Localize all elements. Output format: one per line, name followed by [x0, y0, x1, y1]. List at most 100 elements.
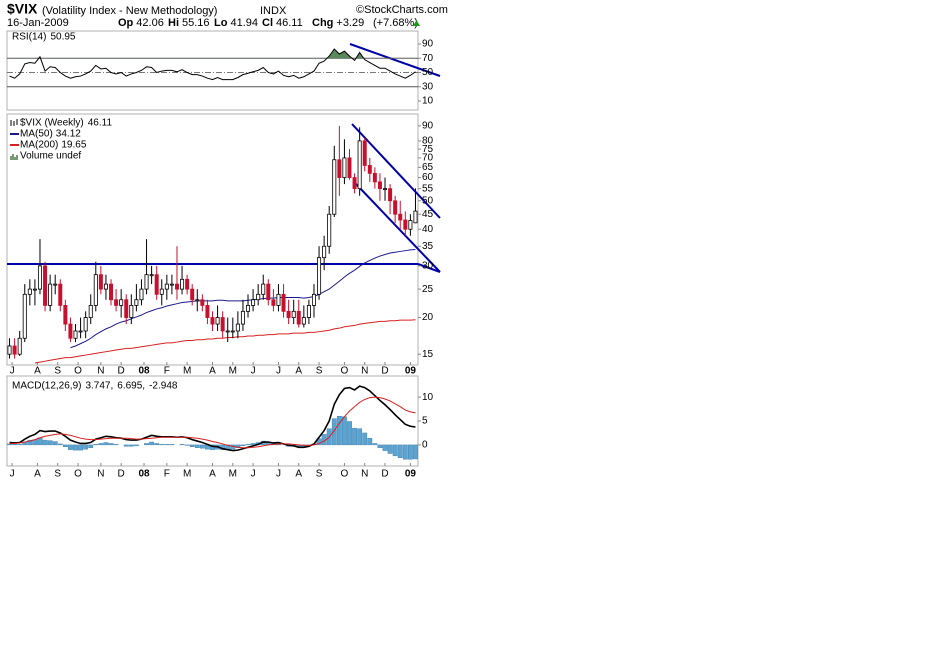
histogram-bar	[149, 441, 155, 446]
x-tick-label: A	[295, 469, 302, 480]
histogram-bar	[336, 416, 342, 446]
histogram-bar	[407, 444, 413, 460]
histogram-bar	[98, 443, 104, 446]
x-tick-label: M	[183, 469, 191, 480]
x-tick-label: O	[341, 366, 349, 377]
candle-body	[347, 157, 352, 178]
candle-body	[271, 299, 276, 306]
legend-icon	[10, 154, 18, 160]
x-tick-label: F	[164, 366, 170, 377]
histogram-bar	[47, 440, 53, 446]
macd-value: 3.747,	[85, 381, 113, 392]
quote-label: Op	[118, 17, 134, 29]
candle-body	[134, 299, 139, 306]
candle-body	[154, 274, 159, 295]
x-tick-label: A	[209, 366, 216, 377]
macd-value: -2.948	[149, 381, 178, 392]
candle-body	[377, 181, 382, 190]
histogram-bar	[413, 444, 418, 460]
histogram-bar	[57, 443, 63, 446]
histogram-bar	[402, 444, 408, 460]
candle-body	[276, 293, 281, 306]
x-tick-label: J	[276, 366, 281, 377]
x-tick-label: D	[381, 366, 388, 377]
macd-line	[9, 396, 416, 449]
y-tick-label: 80	[422, 136, 434, 147]
y-tick-label: 75	[422, 144, 434, 155]
histogram-bar	[392, 444, 398, 457]
candle-body	[342, 157, 347, 178]
legend-label: MA(200)	[20, 140, 58, 151]
candle-body	[306, 305, 311, 318]
y-tick-label: 25	[422, 284, 434, 295]
histogram-bar	[27, 439, 33, 446]
y-tick-label: 35	[422, 241, 434, 252]
x-tick-label: A	[34, 469, 41, 480]
y-tick-label: 90	[422, 121, 434, 132]
candle-body	[190, 288, 195, 301]
x-tick-label: M	[229, 469, 237, 480]
x-tick-label: A	[209, 469, 216, 480]
histogram-bar	[103, 442, 109, 446]
x-tick-label: O	[341, 469, 349, 480]
histogram-bar	[250, 443, 256, 446]
candle-body	[17, 337, 22, 355]
macd-line	[9, 385, 416, 452]
overbought-area	[9, 48, 416, 59]
histogram-bar	[78, 444, 83, 451]
candle-body	[139, 288, 144, 301]
x-tick-label: D	[118, 366, 125, 377]
y-tick-label: 0	[422, 440, 428, 451]
histogram-bar	[83, 444, 89, 450]
x-tick-label: J	[10, 366, 15, 377]
candle-body	[83, 317, 88, 332]
y-tick-label: 50	[422, 67, 434, 78]
quote-label: Hi	[168, 17, 179, 29]
histogram-bar	[387, 444, 393, 454]
histogram-bar	[347, 421, 352, 446]
candle-body	[332, 159, 337, 215]
candle-body	[403, 219, 408, 230]
x-tick-label: 09	[405, 366, 417, 377]
histogram-bar	[154, 443, 160, 446]
candle-body	[362, 140, 367, 166]
candle-body	[291, 310, 296, 318]
candle-body	[144, 274, 149, 290]
histogram-bar	[7, 443, 12, 446]
y-tick-label: 5	[422, 416, 428, 427]
x-tick-label: S	[316, 469, 323, 480]
quote-label: Chg	[312, 17, 333, 29]
candle-body	[88, 305, 93, 318]
up-arrow	[413, 20, 420, 26]
x-tick-label: 08	[138, 469, 150, 480]
x-tick-label: 09	[405, 469, 417, 480]
y-tick-label: 20	[422, 312, 434, 323]
candle-body	[230, 330, 235, 333]
x-tick-label: N	[97, 469, 104, 480]
candle-body	[159, 288, 164, 295]
candle-body	[22, 293, 27, 339]
candle-body	[367, 165, 372, 174]
candle-body	[119, 299, 124, 306]
x-tick-label: M	[229, 366, 237, 377]
histogram-bar	[367, 438, 373, 446]
legend-value: 19.65	[61, 140, 86, 151]
candle-body	[32, 288, 37, 291]
date: 16-Jan-2009	[7, 17, 69, 29]
histogram-bar	[362, 432, 368, 446]
candle-body	[195, 299, 200, 302]
candle-body	[205, 305, 210, 318]
histogram-bar	[316, 438, 322, 446]
candle-body	[169, 283, 174, 286]
candle-body	[261, 283, 266, 295]
y-tick-label: 10	[422, 392, 434, 403]
candle-body	[174, 283, 179, 290]
candle-body	[73, 330, 78, 339]
x-tick-label: M	[183, 366, 191, 377]
candle-body	[7, 345, 12, 355]
candle-body	[296, 310, 301, 325]
y-tick-label: 10	[422, 96, 434, 107]
candle-body	[124, 299, 129, 318]
candle-body	[251, 299, 256, 306]
